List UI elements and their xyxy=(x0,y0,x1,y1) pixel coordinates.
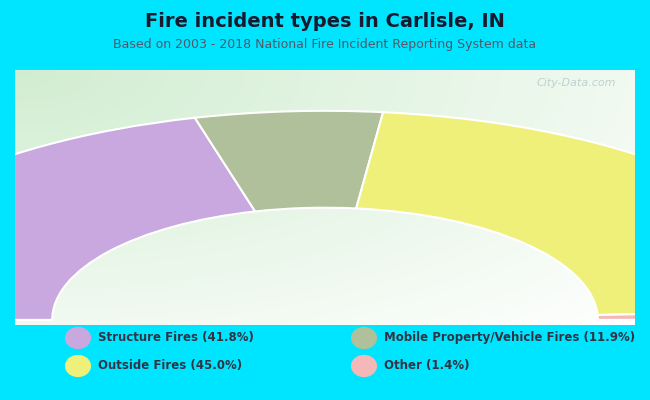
Text: Fire incident types in Carlisle, IN: Fire incident types in Carlisle, IN xyxy=(145,12,505,31)
Text: Mobile Property/Vehicle Fires (11.9%): Mobile Property/Vehicle Fires (11.9%) xyxy=(384,332,634,344)
Text: Outside Fires (45.0%): Outside Fires (45.0%) xyxy=(98,360,242,372)
Wedge shape xyxy=(356,112,650,315)
Wedge shape xyxy=(597,311,650,320)
Text: Based on 2003 - 2018 National Fire Incident Reporting System data: Based on 2003 - 2018 National Fire Incid… xyxy=(114,38,536,51)
Text: City-Data.com: City-Data.com xyxy=(537,78,616,88)
Text: Other (1.4%): Other (1.4%) xyxy=(384,360,469,372)
Wedge shape xyxy=(195,111,383,212)
Wedge shape xyxy=(0,118,255,320)
Text: Structure Fires (41.8%): Structure Fires (41.8%) xyxy=(98,332,254,344)
